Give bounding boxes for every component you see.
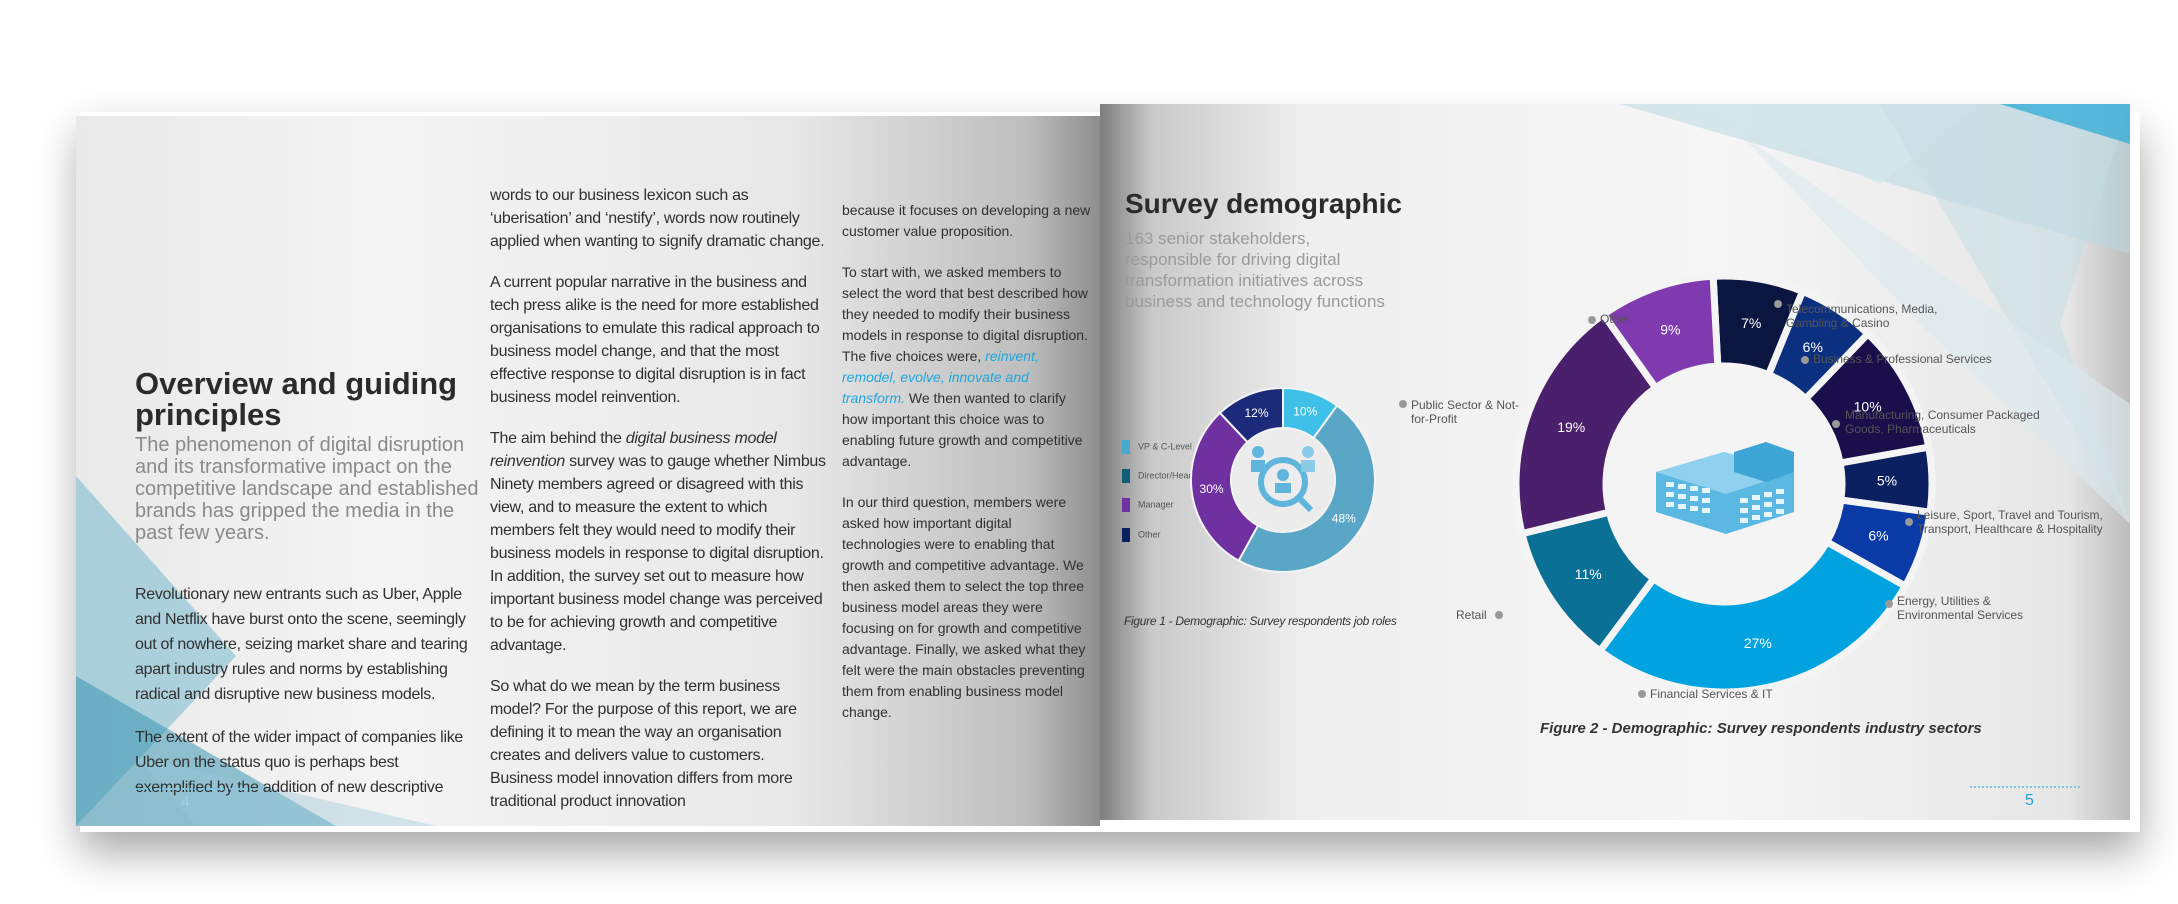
- legend-swatch: [1122, 528, 1130, 542]
- label-dot: [1399, 400, 1407, 408]
- page-title: Survey demographic: [1125, 188, 1402, 219]
- label-dot: [1774, 300, 1782, 308]
- sector-value-label: 19%: [1557, 419, 1585, 435]
- paragraph: In our third question, members were aske…: [842, 494, 1086, 720]
- page-number: 5: [2025, 792, 2034, 809]
- sector-label: Other: [1600, 312, 1631, 326]
- job-role-value-label: 48%: [1332, 512, 1356, 526]
- paragraph: The extent of the wider impact of compan…: [135, 729, 463, 796]
- sector-label: Energy, Utilities & Environmental Servic…: [1897, 594, 2024, 622]
- label-dot: [1832, 420, 1840, 428]
- page-heading: Overview and guiding principles: [135, 366, 458, 432]
- industry-sectors-donut-chart: 7% 6% 10% 5% 6% 27% 11% 19% 9%: [1512, 272, 1936, 696]
- figure-1-caption: Figure 1 - Demographic: Survey responden…: [1124, 614, 1397, 628]
- sector-value-label: 6%: [1803, 339, 1823, 355]
- sector-label: Financial Services & IT: [1650, 687, 1773, 701]
- job-role-slice: [1218, 386, 1284, 444]
- sector-slice: [1595, 537, 1910, 696]
- legend-item: Other: [1122, 528, 1161, 542]
- paragraph: Revolutionary new entrants such as Uber,…: [135, 586, 468, 703]
- legend-item: VP & C-Level: [1122, 440, 1192, 454]
- sector-label: Leisure, Sport, Travel and Tourism, Tran…: [1917, 508, 2103, 536]
- column-2: words to our business lexicon such as ‘u…: [490, 184, 830, 813]
- sector-value-label: 10%: [1854, 399, 1882, 415]
- office-building-icon: [1656, 442, 1794, 534]
- people-search-icon: [1251, 446, 1315, 513]
- paragraph: A current popular narrative in the busin…: [490, 274, 820, 406]
- label-dot: [1588, 316, 1596, 324]
- label-dot: [1495, 611, 1503, 619]
- legend-swatch: [1122, 498, 1130, 512]
- job-role-value-label: 12%: [1244, 406, 1268, 420]
- label-dot: [1638, 690, 1646, 698]
- sector-value-label: 9%: [1660, 322, 1680, 338]
- page-subtitle: The phenomenon of digital disruption and…: [135, 434, 479, 544]
- page-subtitle: 163 senior stakeholders, responsible for…: [1125, 229, 1385, 311]
- sector-label: Telecommunications, Media, Gambling & Ca…: [1786, 302, 1938, 330]
- decorative-triangles: [1620, 104, 2130, 524]
- figure-2-caption: Figure 2 - Demographic: Survey responden…: [1540, 720, 1982, 737]
- sector-value-label: 27%: [1744, 635, 1772, 651]
- label-dot: [1801, 356, 1809, 364]
- job-role-value-label: 10%: [1293, 405, 1317, 419]
- footer-rule: [135, 788, 255, 790]
- legend-swatch: [1122, 469, 1130, 483]
- sector-label: Business & Professional Services: [1813, 352, 1992, 366]
- sector-label: Manufacturing, Consumer Packaged Goods, …: [1845, 408, 2040, 436]
- sector-value-label: 7%: [1741, 315, 1761, 331]
- paragraph: because it focuses on developing a new c…: [842, 202, 1091, 239]
- legend-item: Manager: [1122, 498, 1174, 512]
- column-1: Revolutionary new entrants such as Uber,…: [135, 582, 480, 800]
- job-roles-donut-chart: 10% 48% 30% 12%: [1190, 386, 1376, 573]
- job-role-value-label: 30%: [1200, 482, 1224, 496]
- paragraph: The aim behind the digital business mode…: [490, 430, 826, 654]
- legend-swatch: [1122, 440, 1130, 454]
- paragraph: To start with, we asked members to selec…: [842, 264, 1088, 469]
- job-role-slice: [1190, 411, 1260, 562]
- sector-label: Retail: [1456, 608, 1487, 622]
- label-dot: [1885, 600, 1893, 608]
- sector-value-label: 6%: [1868, 528, 1888, 544]
- sector-slice: [1512, 309, 1661, 538]
- page-number: 4: [181, 794, 190, 811]
- footer-rule: [1970, 786, 2080, 788]
- paragraph: words to our business lexicon such as ‘u…: [490, 187, 825, 250]
- job-role-slice: [1237, 404, 1376, 573]
- sector-label: Public Sector & Not-for-Profit: [1411, 398, 1520, 426]
- label-dot: [1905, 518, 1913, 526]
- column-3: because it focuses on developing a new c…: [842, 200, 1094, 723]
- paragraph: So what do we mean by the term business …: [490, 678, 797, 810]
- left-page: Overview and guiding principles The phen…: [76, 116, 1100, 826]
- legend-item: Director/Head of: [1122, 469, 1204, 483]
- right-page: Survey demographic 163 senior stakeholde…: [1100, 104, 2130, 820]
- sector-value-label: 11%: [1575, 566, 1602, 582]
- sector-slice: [1598, 272, 1722, 393]
- sector-value-label: 5%: [1877, 472, 1897, 488]
